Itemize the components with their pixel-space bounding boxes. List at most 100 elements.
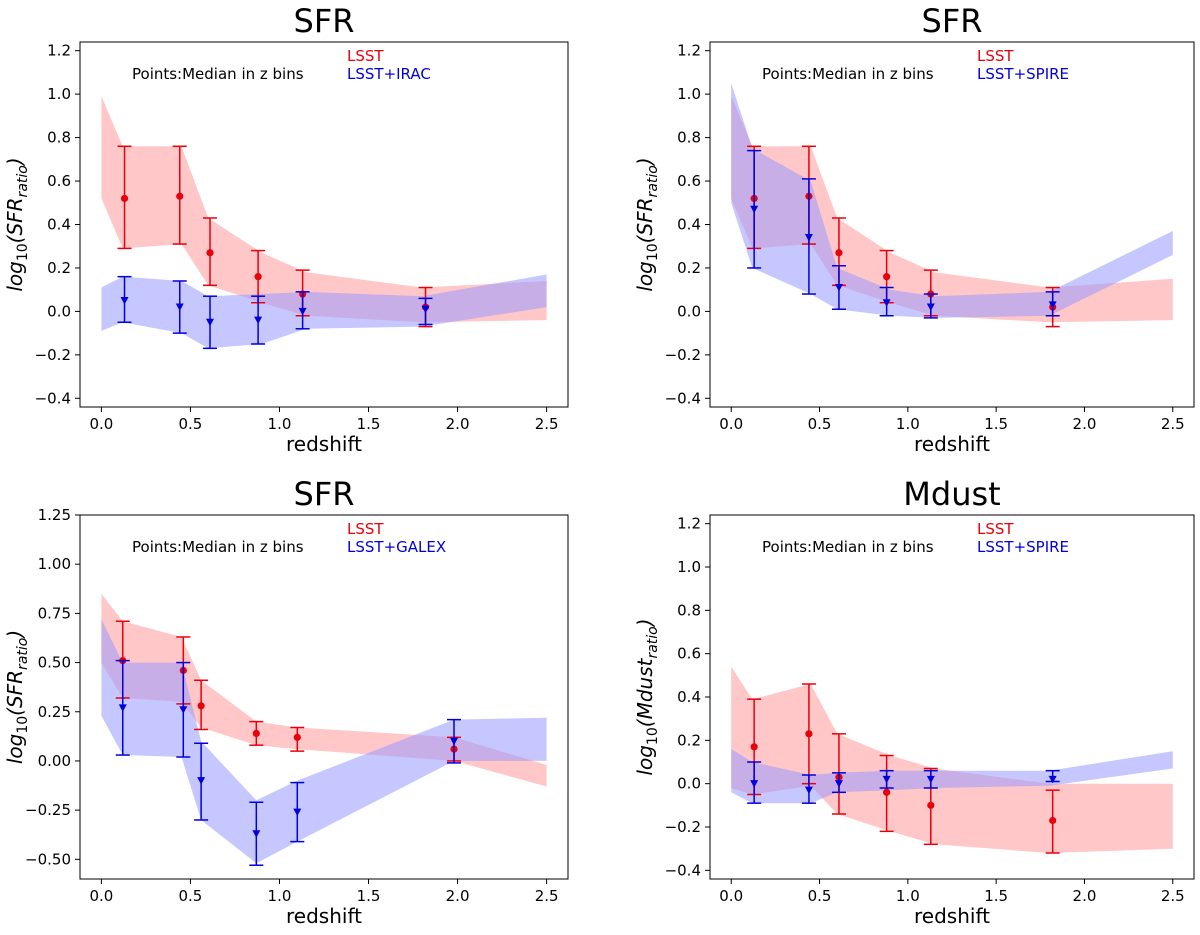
y-tick-label: −0.25 [25, 801, 71, 819]
legend-label-lsst: LSST [347, 47, 384, 65]
data-point [834, 284, 843, 292]
y-axis-label-part: ) [3, 157, 27, 167]
data-point [175, 303, 184, 312]
data-point [834, 780, 843, 788]
data-point [882, 299, 891, 307]
axes-frame [79, 514, 569, 880]
data-point [926, 775, 935, 784]
data-point [118, 704, 127, 712]
x-tick-label: 2.5 [535, 415, 559, 433]
y-tick-label: 0.75 [38, 604, 71, 622]
annotation-text: Points:Median in z bins [132, 538, 304, 556]
data-point [176, 192, 184, 200]
y-tick-label: −0.2 [665, 346, 701, 364]
data-point [750, 780, 759, 788]
y-tick-label: 0.6 [677, 172, 701, 190]
y-axis-label-part: log [633, 745, 657, 776]
y-axis-label-part: (SFR [3, 670, 27, 716]
y-axis-label-subscript: ratio [645, 626, 661, 658]
data-point [1048, 301, 1057, 309]
series-combined [115, 659, 462, 866]
y-axis-label-part: log [3, 261, 27, 292]
y-tick-label: −0.2 [665, 818, 701, 836]
y-axis-label-subscript: ratio [645, 165, 661, 197]
data-point [882, 775, 891, 784]
x-tick-label: 0.0 [89, 887, 113, 905]
y-tick-label: 1.2 [677, 42, 701, 60]
x-tick-label: 0.5 [178, 415, 202, 433]
legend-label-combined: LSST+SPIRE [977, 538, 1069, 556]
x-axis-label: redshift [286, 432, 362, 456]
x-tick-label: 1.0 [896, 415, 920, 433]
data-point [883, 788, 891, 796]
y-axis-label-subscript: 10 [15, 243, 31, 261]
y-tick-label: 0.2 [47, 259, 71, 277]
data-point [252, 729, 260, 738]
uncertainty-band-lsst [101, 96, 547, 323]
x-tick-label: 1.0 [896, 887, 920, 905]
data-point [179, 706, 188, 714]
y-axis-label-subscript: 10 [15, 716, 31, 734]
chart-panel-1: 0.0 0.5 1.0 1.5 2.0 2.5 −0.4 −0.2 0.0 0.2 0.4 0.6 0.… [3, 2, 569, 456]
x-tick-label: 2.0 [1073, 415, 1097, 433]
x-tick-label: 0.0 [89, 415, 113, 433]
y-tick-label: 0.0 [677, 302, 701, 320]
series-combined [747, 149, 1060, 319]
y-tick-label: 0.6 [677, 645, 701, 663]
y-axis-label-part: log [633, 261, 657, 292]
legend-label-combined: LSST+IRAC [347, 65, 431, 83]
y-tick-label: 1.0 [677, 558, 701, 576]
data-point [835, 249, 843, 257]
x-tick-label: 2.0 [446, 415, 470, 433]
data-point [1049, 816, 1057, 825]
chart-panel-2: 0.0 0.5 1.0 1.5 2.0 2.5 −0.4 −0.2 0.0 0.2 0.4 0.6 0.… [633, 2, 1195, 456]
y-axis-label-part: (Mdust [633, 657, 657, 727]
y-tick-label: 0.4 [677, 216, 701, 234]
y-axis-label-part: (SFR [3, 197, 27, 243]
data-point [750, 743, 758, 751]
legend-label-combined: LSST+GALEX [347, 538, 446, 556]
x-tick-label: 0.0 [719, 887, 743, 905]
data-point [254, 273, 262, 281]
x-tick-label: 1.5 [357, 415, 381, 433]
y-tick-label: −0.50 [25, 850, 71, 868]
data-point [450, 737, 459, 746]
y-tick-label: 0.2 [677, 259, 701, 277]
y-axis-label-part: log [3, 734, 27, 765]
data-point [120, 297, 129, 305]
x-axis-label: redshift [286, 904, 362, 928]
data-point [804, 786, 813, 795]
x-axis-label: redshift [914, 904, 990, 928]
legend-label-lsst: LSST [977, 47, 1014, 65]
series-lsst [747, 683, 1060, 854]
y-axis-label: log10(SFRratio) [3, 157, 31, 291]
y-axis-label-part: ) [3, 630, 27, 640]
data-point [883, 273, 891, 281]
data-point [298, 307, 307, 316]
x-tick-label: 0.5 [178, 887, 202, 905]
y-tick-label: 0.4 [677, 688, 701, 706]
legend-label-combined: LSST+SPIRE [977, 65, 1069, 83]
chart-title: Mdust [903, 475, 1000, 513]
annotation-text: Points:Median in z bins [762, 65, 934, 83]
data-point [293, 733, 301, 741]
annotation-text: Points:Median in z bins [762, 538, 934, 556]
data-point [750, 205, 759, 214]
uncertainty-band-lsst [731, 666, 1173, 853]
x-tick-label: 2.5 [535, 887, 559, 905]
y-tick-label: 0.4 [47, 216, 71, 234]
chart-title: SFR [294, 475, 355, 513]
data-point [421, 305, 430, 314]
y-tick-label: 1.2 [677, 515, 701, 533]
y-tick-label: 0.6 [47, 172, 71, 190]
x-tick-label: 2.0 [1073, 887, 1097, 905]
data-point [120, 194, 129, 203]
uncertainty-band-combined [731, 749, 1173, 804]
y-tick-label: 0.8 [677, 601, 701, 619]
y-tick-label: 1.25 [38, 506, 71, 524]
y-axis-label: log10(Mdustratio) [633, 618, 661, 775]
y-tick-label: −0.4 [35, 389, 71, 407]
y-axis-label-part: ) [633, 618, 657, 628]
x-axis-label: redshift [914, 432, 990, 456]
